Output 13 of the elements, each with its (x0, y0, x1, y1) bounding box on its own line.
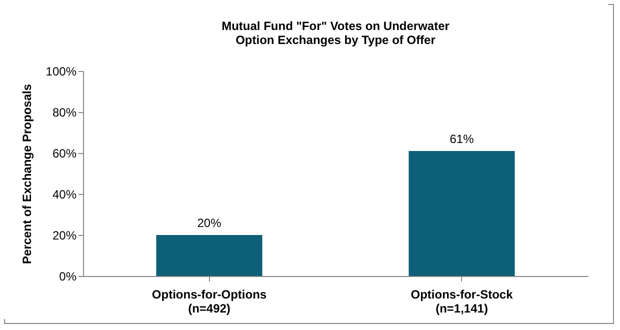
x-tick-label: Options-for-Options (n=492) (152, 288, 267, 316)
y-tick-label: 40% (52, 188, 77, 202)
y-tick-label: 20% (52, 228, 77, 242)
y-tick-label: 100% (46, 64, 77, 78)
data-label: 20% (197, 216, 222, 230)
data-label: 61% (450, 132, 474, 146)
y-tick-label: 0% (59, 270, 77, 284)
text: Mutual Fund "For" Votes on Underwater (222, 19, 450, 33)
x-tick-label: Options-for-Stock (n=1,141) (410, 288, 514, 316)
y-tick-label: 60% (52, 146, 77, 160)
y-axis-title: Percent of Exchange Proposals (20, 84, 34, 264)
text: Option Exchanges by Type of Offer (236, 33, 436, 47)
y-tick-label: 80% (52, 106, 77, 120)
